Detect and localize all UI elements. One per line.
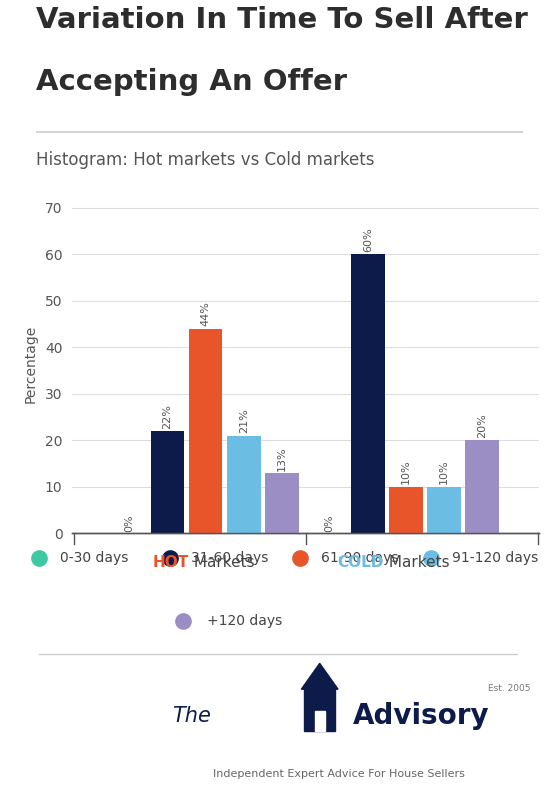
Text: 13%: 13%: [277, 446, 287, 470]
Text: 60%: 60%: [363, 227, 373, 252]
Text: +120 days: +120 days: [207, 613, 282, 628]
Text: 10%: 10%: [439, 460, 449, 485]
Bar: [465, 440, 499, 533]
Text: 22%: 22%: [162, 404, 172, 429]
Text: 21%: 21%: [239, 409, 249, 433]
Y-axis label: Percentage: Percentage: [24, 325, 38, 402]
Bar: [351, 255, 385, 533]
Text: 44%: 44%: [201, 301, 211, 326]
Bar: [227, 436, 261, 533]
Text: The: The: [172, 706, 211, 726]
Bar: [189, 329, 222, 533]
Text: Markets: Markets: [384, 555, 449, 570]
Text: HOT: HOT: [153, 555, 189, 570]
Text: Advisory: Advisory: [353, 702, 490, 730]
Bar: [151, 431, 185, 533]
Text: 10%: 10%: [401, 460, 411, 485]
Text: 20%: 20%: [477, 413, 487, 438]
Bar: [389, 486, 423, 533]
Text: Markets: Markets: [189, 555, 255, 570]
Text: Accepting An Offer: Accepting An Offer: [36, 68, 347, 96]
Text: 0%: 0%: [125, 514, 135, 532]
Text: Est. 2005: Est. 2005: [489, 684, 531, 692]
Text: 91-120 days: 91-120 days: [452, 550, 538, 565]
Text: Independent Expert Advice For House Sellers: Independent Expert Advice For House Sell…: [213, 769, 465, 779]
Text: COLD: COLD: [337, 555, 384, 570]
Text: 31-60 days: 31-60 days: [191, 550, 268, 565]
Bar: [265, 473, 299, 533]
Bar: [427, 486, 461, 533]
Text: 0%: 0%: [325, 514, 335, 532]
Text: 0-30 days: 0-30 days: [60, 550, 128, 565]
Text: Histogram: Hot markets vs Cold markets: Histogram: Hot markets vs Cold markets: [36, 151, 375, 169]
Text: Variation In Time To Sell After: Variation In Time To Sell After: [36, 6, 528, 34]
Text: 61-90 days: 61-90 days: [321, 550, 399, 565]
